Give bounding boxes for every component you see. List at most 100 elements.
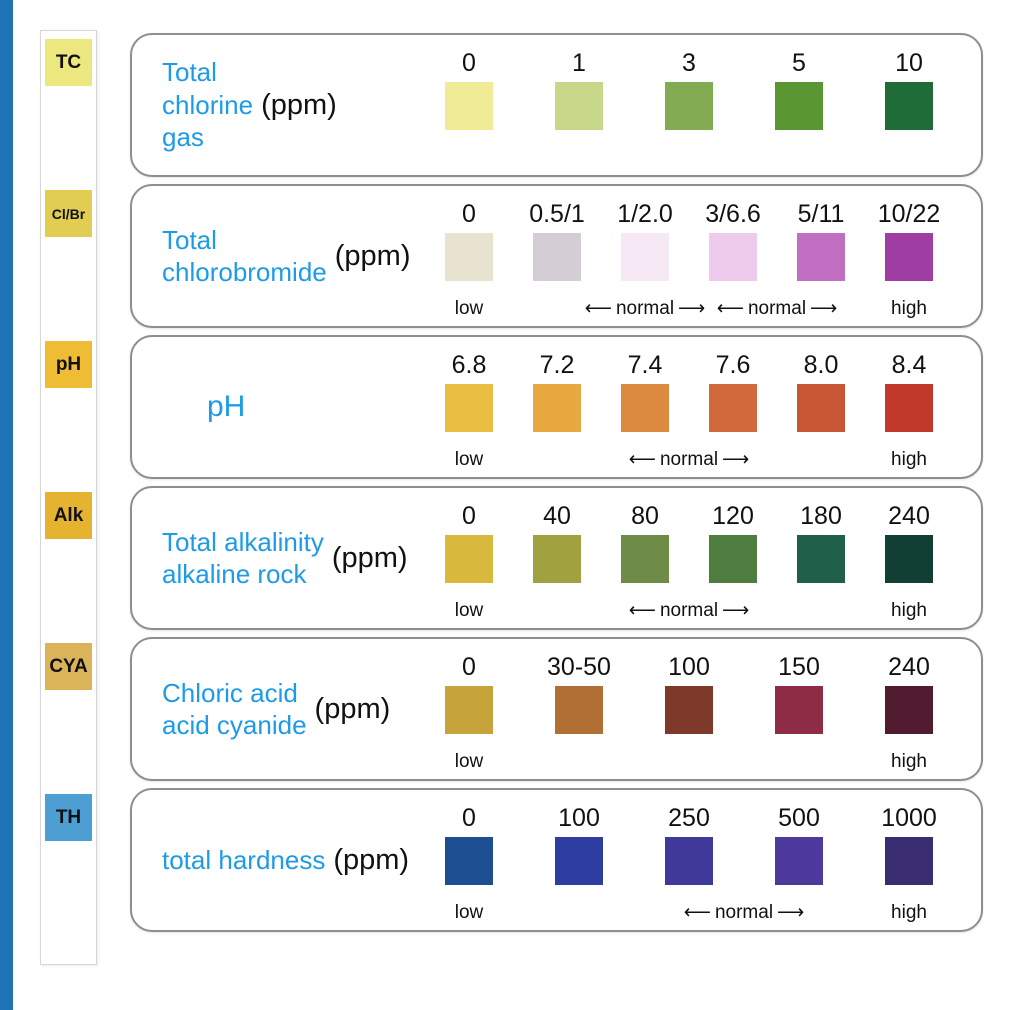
swatch-value: 10/22	[877, 200, 941, 228]
swatch-value: 10	[895, 49, 923, 77]
panel-unit: (ppm)	[331, 541, 408, 574]
panel-title: total hardness (ppm)	[162, 790, 462, 930]
swatch-column: 100	[547, 804, 611, 885]
strip-pad-label: Cl/Br	[51, 205, 86, 222]
swatch-column: 180	[789, 502, 853, 583]
chart-panels: Total chlorine gas (ppm) 0 1 3 5 10 Total c…	[130, 33, 983, 939]
swatch-value: 7.6	[715, 351, 751, 379]
swatch-value: 5/11	[797, 200, 845, 228]
panel-title-line: chlorobromide	[162, 257, 327, 287]
panel-title-line: chlorine	[162, 89, 254, 120]
swatch-value: 5	[792, 49, 806, 77]
swatch-column: 120	[701, 502, 765, 583]
range-label: normal	[717, 297, 838, 320]
swatch-column: 0	[437, 200, 501, 281]
color-swatch	[555, 837, 603, 885]
swatch-column: 3	[657, 49, 721, 130]
swatch-column: 0	[437, 49, 501, 130]
panel-unit: (ppm)	[334, 239, 411, 272]
color-swatch	[665, 82, 713, 130]
panel-title: Chloric acid acid cyanide (ppm)	[162, 639, 462, 779]
color-swatch	[797, 233, 845, 281]
color-swatch	[445, 686, 493, 734]
color-swatch	[555, 82, 603, 130]
swatch-column: 0	[437, 804, 501, 885]
range-label: high	[891, 600, 927, 621]
blue-edge-bar	[0, 0, 13, 1010]
color-swatch	[621, 233, 669, 281]
color-swatch	[533, 384, 581, 432]
range-label: high	[891, 449, 927, 470]
strip-pad-label: CYA	[49, 655, 88, 677]
swatch-value: 8.0	[803, 351, 839, 379]
swatch-column: 1/2.0	[613, 200, 677, 281]
swatch-column: 250	[657, 804, 721, 885]
color-swatch	[709, 384, 757, 432]
swatch-value: 80	[631, 502, 659, 530]
color-swatch	[885, 233, 933, 281]
swatch-value: 3/6.6	[705, 200, 761, 228]
range-label: low	[454, 298, 484, 319]
test-strip: TC Cl/Br pH Alk CYA TH	[40, 30, 97, 965]
strip-pad-label: TC	[55, 51, 82, 73]
swatch-value: 8.4	[891, 351, 927, 379]
swatch-row: 0 30-50 100 150 240	[437, 653, 941, 734]
range-label: normal	[629, 599, 750, 622]
parameter-panel: Chloric acid acid cyanide (ppm) 0 30-50 1…	[130, 637, 983, 781]
color-swatch	[709, 233, 757, 281]
swatch-value: 0	[462, 49, 476, 77]
color-swatch	[709, 535, 757, 583]
panel-title: Total alkalinity alkaline rock (ppm)	[162, 488, 462, 628]
swatch-value: 1	[572, 49, 586, 77]
panel-title-lines: Chloric acid acid cyanide	[162, 677, 307, 742]
strip-pad-label: pH	[55, 353, 82, 375]
swatch-column: 10/22	[877, 200, 941, 281]
swatch-column: 8.4	[877, 351, 941, 432]
swatch-column: 5/11	[789, 200, 853, 281]
color-swatch	[797, 384, 845, 432]
swatch-value: 1/2.0	[617, 200, 673, 228]
swatch-value: 240	[888, 502, 930, 530]
swatch-value: 120	[712, 502, 754, 530]
swatch-column: 80	[613, 502, 677, 583]
range-label: low	[454, 751, 484, 772]
range-label: high	[891, 298, 927, 319]
range-label: high	[891, 751, 927, 772]
swatch-row: 0 1 3 5 10	[437, 49, 941, 130]
swatch-column: 0	[437, 653, 501, 734]
swatch-row: 6.8 7.2 7.4 7.6 8.0 8.4	[437, 351, 941, 432]
swatch-value: 7.4	[627, 351, 663, 379]
color-swatch	[885, 384, 933, 432]
panel-title: Total chlorobromide (ppm)	[162, 186, 462, 326]
swatch-column: 7.2	[525, 351, 589, 432]
swatch-value: 0	[462, 804, 476, 832]
swatch-value: 30-50	[547, 653, 611, 681]
range-label: normal	[629, 448, 750, 471]
swatch-column: 240	[877, 653, 941, 734]
swatch-value: 500	[778, 804, 820, 832]
panel-unit: (ppm)	[333, 843, 410, 876]
swatch-region: 0 30-50 100 150 240 low high	[437, 653, 941, 773]
panel-title: pH	[162, 337, 462, 477]
swatch-value: 3	[682, 49, 696, 77]
panel-title-line: alkaline rock	[162, 559, 307, 589]
strip-pad-label: TH	[55, 806, 82, 828]
swatch-region: 0 100 250 500 1000 low normal high	[437, 804, 941, 924]
swatch-value: 7.2	[539, 351, 575, 379]
swatch-column: 3/6.6	[701, 200, 765, 281]
parameter-panel: pH 6.8 7.2 7.4 7.6 8.0 8.4 low normal high	[130, 335, 983, 479]
panel-title-line: Total	[162, 224, 217, 255]
swatch-value: 250	[668, 804, 710, 832]
color-swatch	[885, 686, 933, 734]
panel-title-lines: total hardness	[162, 844, 325, 877]
color-swatch	[665, 686, 713, 734]
swatch-row: 0 0.5/1 1/2.0 3/6.6 5/11 10/22	[437, 200, 941, 281]
swatch-value: 240	[888, 653, 930, 681]
swatch-column: 150	[767, 653, 831, 734]
color-swatch	[445, 82, 493, 130]
swatch-region: 0 40 80 120 180 240 low normal high	[437, 502, 941, 622]
swatch-column: 30-50	[547, 653, 611, 734]
swatch-column: 5	[767, 49, 831, 130]
swatch-value: 0	[462, 200, 476, 228]
color-swatch	[775, 837, 823, 885]
